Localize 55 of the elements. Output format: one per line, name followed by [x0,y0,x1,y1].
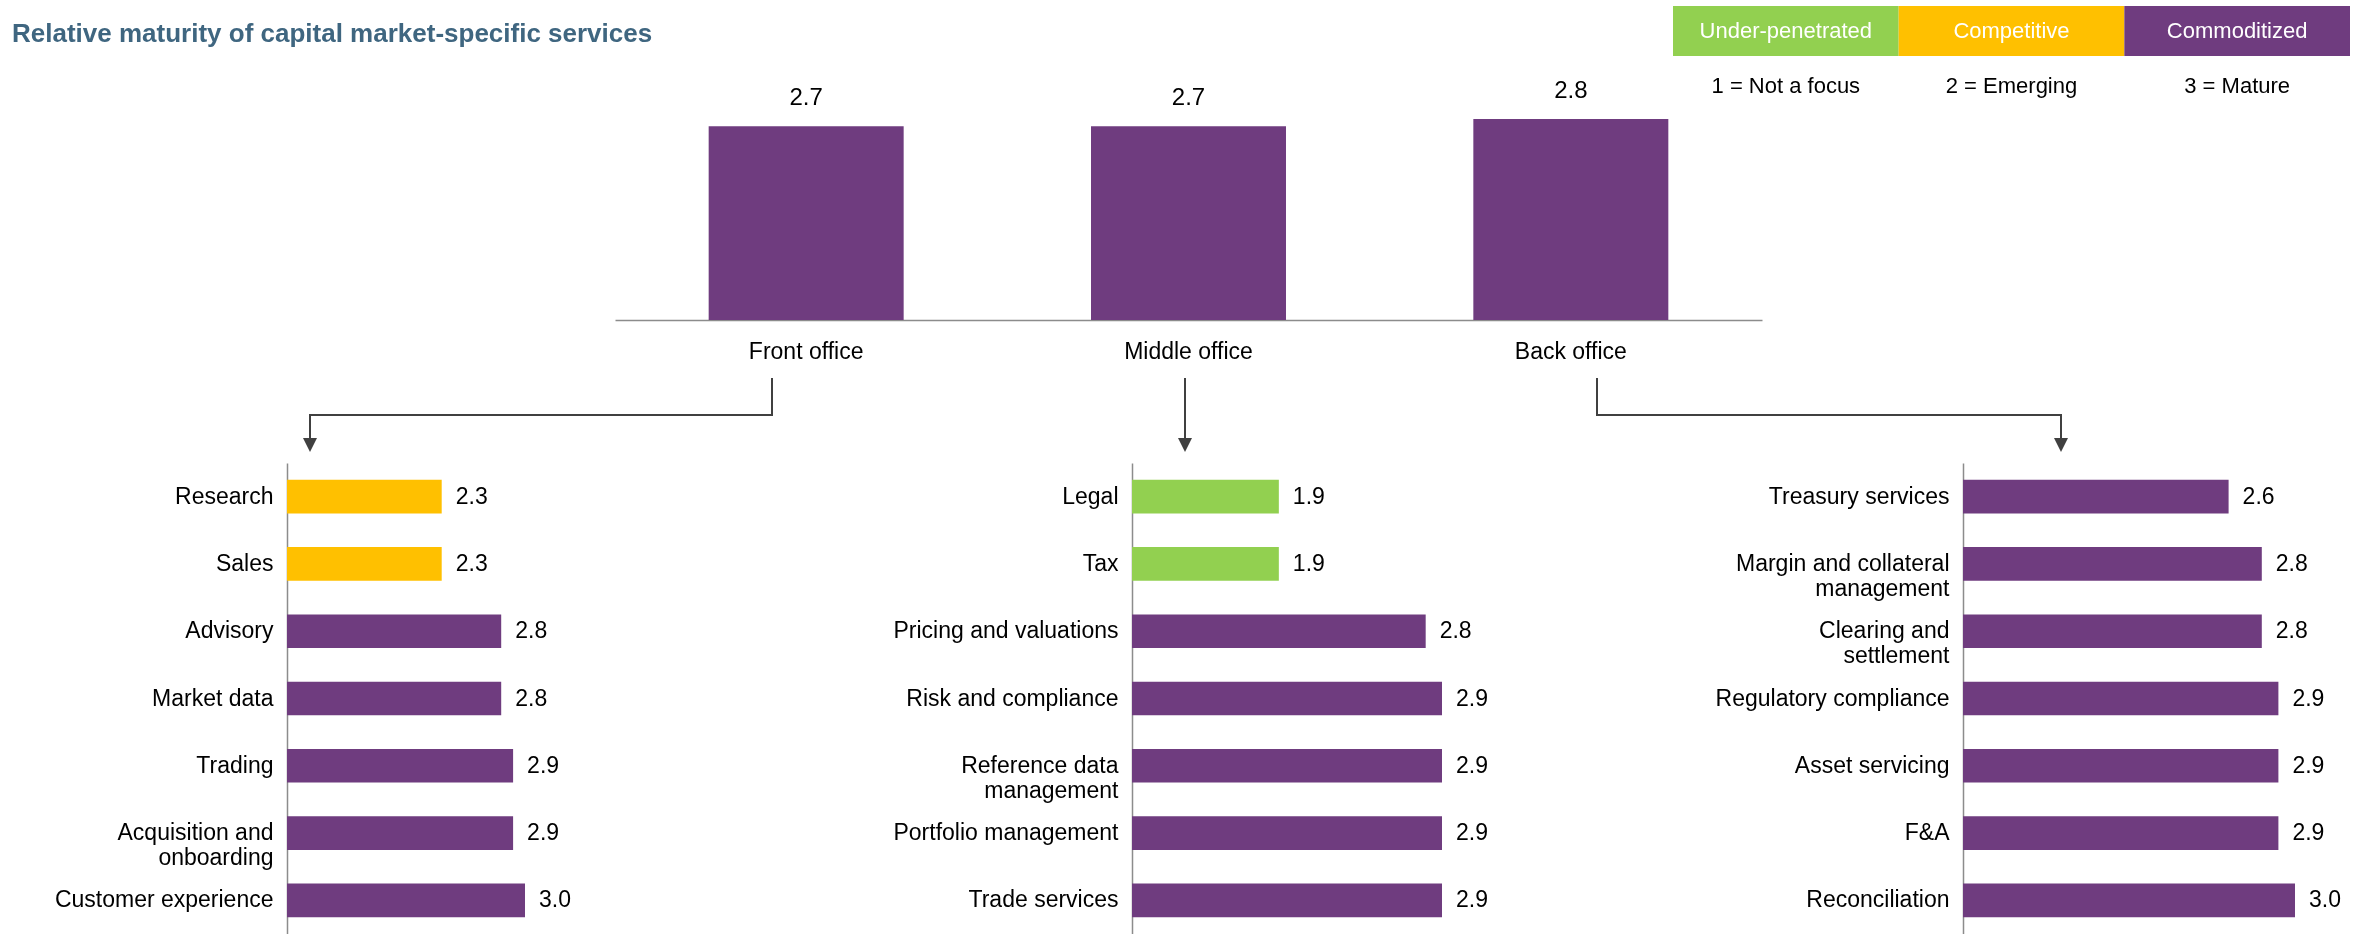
y-tick-label: Advisory [185,617,274,644]
data-label: 2.9 [1456,751,1488,778]
y-tick-label: Portfolio management [893,819,1120,846]
data-label: 2.9 [527,751,560,778]
y-tick-label: F&A [1904,819,1951,846]
text: 3 = Mature [2184,73,2291,98]
data-label: 2.9 [1456,819,1488,846]
data-label: 2.9 [2292,751,2325,778]
data-label: 2.7 [1171,83,1206,111]
data-label: 2.9 [2292,684,2325,711]
y-tick-label: Clearing and settlement [1819,617,1951,669]
data-label: 2.8 [2275,617,2308,644]
y-tick-label: Legal [1062,482,1119,509]
x-tick-label: Front office [748,337,864,364]
data-label: 2.9 [1456,684,1488,711]
data-label: 2.9 [2292,819,2325,846]
data-label: 2.7 [789,83,823,111]
text: Relative maturity of capital market-specific services [12,18,653,48]
data-label: 2.9 [1456,886,1488,913]
data-label: 2.9 [527,819,560,846]
text: 2 = Emerging [1945,73,2078,98]
data-label: 3.0 [539,886,571,913]
data-label: 2.3 [455,482,488,509]
y-tick-label: Asset servicing [1794,751,1950,778]
y-tick-label: Acquisition and onboarding [117,819,274,871]
data-label: 2.8 [2275,549,2308,576]
category-label: Under-penetrated [1699,18,1873,43]
y-tick-label: Research [175,482,274,509]
x-tick-label: Middle office [1124,337,1253,364]
y-tick-label: Treasury services [1768,482,1950,509]
y-tick-label: Customer experience [54,886,274,913]
y-tick-label: Reconciliation [1806,886,1950,913]
category-label: Competitive [1953,18,2070,43]
y-tick-label: Margin and collateral management [1735,549,1951,601]
y-tick-label: Reference data management [961,751,1120,803]
data-label: 2.8 [515,617,548,644]
data-label: 3.0 [2309,886,2341,913]
y-tick-label: Risk and compliance [906,684,1119,711]
data-label: 1.9 [1292,549,1325,576]
y-tick-label: Pricing and valuations [893,617,1119,644]
x-tick-label: Back office [1514,337,1627,364]
y-tick-label: Tax [1082,549,1119,576]
category-label: Commoditized [2166,18,2308,43]
data-label: 2.8 [1439,617,1472,644]
data-label: 2.8 [515,684,548,711]
y-tick-label: Trading [196,751,274,778]
y-tick-label: Trade services [968,886,1119,913]
text: 1 = Not a focus [1711,73,1861,98]
y-tick-label: Regulatory compliance [1715,684,1950,711]
data-label: 1.9 [1292,482,1325,509]
data-label: 2.3 [455,549,488,576]
y-tick-label: Sales [215,549,274,576]
data-label: 2.8 [1554,76,1588,103]
data-label: 2.6 [2242,482,2275,509]
y-tick-label: Market data [152,684,274,711]
